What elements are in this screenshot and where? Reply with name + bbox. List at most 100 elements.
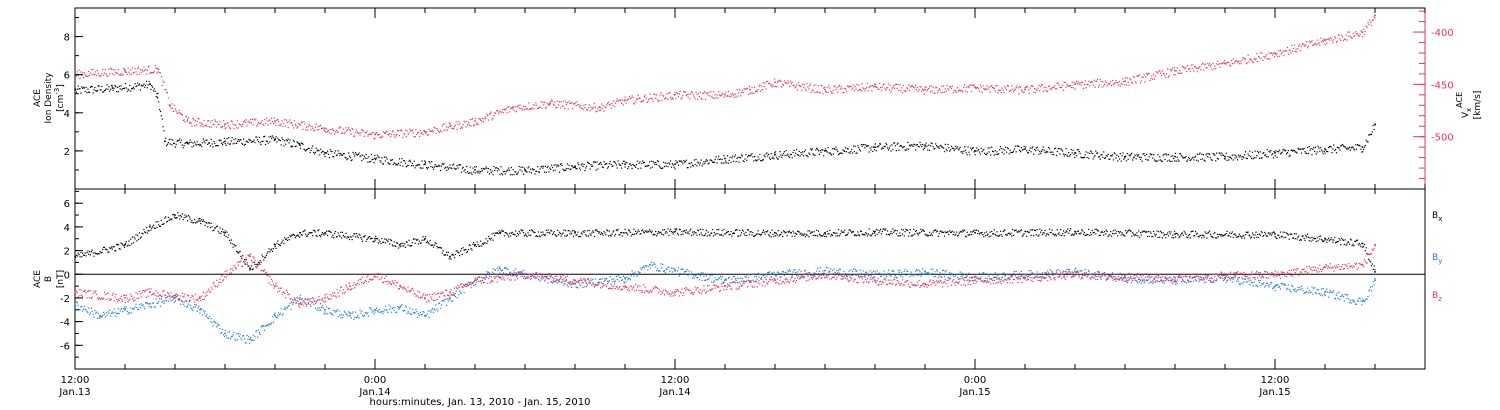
data-point (332, 155, 334, 158)
data-point (1136, 75, 1138, 77)
data-point (431, 244, 433, 246)
data-point (234, 245, 236, 247)
data-point (105, 248, 107, 250)
data-point (1367, 141, 1369, 143)
data-point (861, 83, 863, 85)
data-point (907, 88, 909, 90)
data-point (1208, 153, 1210, 155)
data-point (394, 162, 396, 164)
data-point (628, 98, 630, 100)
data-point (1195, 67, 1198, 69)
data-point (845, 90, 848, 92)
data-point (1032, 229, 1034, 231)
data-point (440, 165, 442, 167)
data-point (194, 303, 196, 306)
data-point (586, 165, 588, 167)
data-point (89, 312, 92, 314)
data-point (719, 158, 721, 161)
data-point (910, 85, 912, 88)
data-point (741, 229, 743, 231)
data-point (428, 243, 430, 245)
data-point (1213, 153, 1215, 155)
data-point (960, 89, 962, 91)
data-point (202, 219, 204, 221)
data-point (490, 111, 492, 113)
data-point (1308, 146, 1310, 148)
data-point (1223, 62, 1225, 64)
data-point (755, 90, 757, 92)
data-point (943, 151, 946, 153)
data-point (594, 229, 596, 231)
data-point (986, 152, 988, 154)
data-point (518, 230, 520, 233)
data-point (116, 91, 118, 93)
data-point (344, 131, 346, 133)
data-point (362, 316, 365, 318)
data-point (376, 310, 379, 312)
data-point (1232, 58, 1234, 60)
data-point (745, 154, 747, 156)
data-point (747, 156, 749, 158)
data-point (179, 112, 181, 114)
data-point (554, 101, 556, 103)
data-point (1096, 80, 1098, 82)
data-point (114, 84, 116, 87)
data-point (1071, 81, 1073, 83)
data-point (924, 86, 926, 88)
data-point (1335, 242, 1337, 244)
data-point (1167, 68, 1169, 70)
data-point (1151, 235, 1153, 237)
data-point (406, 312, 408, 314)
data-point (677, 93, 679, 95)
data-point (839, 233, 841, 235)
data-point (1312, 148, 1314, 150)
data-point (963, 86, 965, 88)
data-point (610, 163, 612, 165)
data-point (729, 96, 731, 98)
data-point (458, 164, 460, 166)
data-point (701, 165, 703, 167)
data-point (450, 124, 452, 127)
data-point (1002, 148, 1004, 150)
data-point (416, 164, 418, 166)
data-point (155, 221, 157, 223)
data-point (935, 87, 937, 89)
data-point (327, 230, 330, 232)
data-point (787, 153, 789, 155)
data-point (782, 152, 785, 155)
data-point (82, 252, 84, 254)
data-point (856, 83, 858, 85)
data-point (1230, 65, 1232, 67)
data-point (143, 306, 145, 308)
data-point (1140, 234, 1142, 236)
data-point (746, 88, 748, 90)
data-point (1251, 59, 1253, 62)
data-point (616, 230, 618, 232)
data-point (442, 123, 444, 125)
data-point (579, 236, 582, 238)
data-point (1144, 230, 1146, 232)
data-point (931, 90, 933, 92)
data-point (638, 230, 640, 233)
data-point (358, 132, 360, 134)
data-point (922, 89, 925, 91)
data-point (76, 71, 78, 73)
data-point (396, 134, 398, 136)
data-point (1306, 152, 1308, 154)
data-point (644, 165, 646, 167)
data-point (887, 147, 889, 149)
data-point (892, 228, 894, 230)
data-point (314, 151, 316, 153)
data-point (74, 255, 76, 258)
data-point (460, 126, 463, 128)
data-point (1124, 235, 1126, 237)
data-point (533, 168, 535, 170)
data-point (307, 233, 309, 235)
data-point (637, 94, 639, 96)
data-point (364, 234, 366, 237)
data-point (1238, 233, 1240, 235)
data-point (1144, 155, 1146, 157)
data-point (591, 108, 593, 110)
data-point (267, 124, 269, 126)
data-point (1324, 39, 1326, 42)
